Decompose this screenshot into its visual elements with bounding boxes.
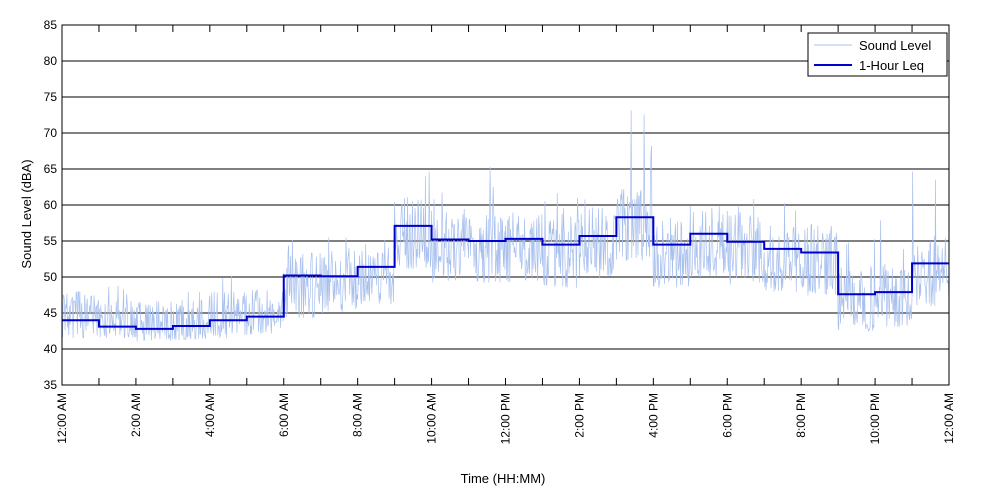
x-tick-label: 6:00 PM [720, 393, 734, 438]
x-tick-label: 4:00 AM [203, 393, 217, 437]
legend-label-1-hour-leq: 1-Hour Leq [859, 58, 924, 73]
y-tick-label: 40 [44, 342, 58, 356]
legend-label-sound-level: Sound Level [859, 38, 931, 53]
legend: Sound Level 1-Hour Leq [807, 32, 948, 77]
y-tick-label: 45 [44, 306, 58, 320]
y-tick-label: 60 [44, 198, 58, 212]
series-line-sound-level [61, 110, 950, 342]
y-tick-label: 35 [44, 378, 58, 392]
y-tick-label: 65 [44, 162, 58, 176]
axis-ticks [61, 25, 950, 385]
series-line-1-hour-leq [62, 216, 949, 330]
x-tick-label: 2:00 AM [129, 393, 143, 437]
x-tick-label: 6:00 AM [277, 393, 291, 437]
plot-area [61, 110, 950, 342]
x-tick-label: 12:00 PM [499, 393, 513, 444]
y-tick-label: 80 [44, 54, 58, 68]
x-tick-label: 10:00 PM [868, 393, 882, 444]
x-tick-label: 4:00 PM [646, 393, 660, 438]
x-tick-labels: 12:00 AM 2:00 AM 4:00 AM 6:00 AM 8:00 AM 10:0… [55, 393, 956, 444]
x-tick-label: 12:00 AM [55, 393, 69, 444]
y-tick-label: 55 [44, 234, 58, 248]
grid-lines [62, 60, 949, 350]
y-tick-label: 50 [44, 270, 58, 284]
y-axis-label: Sound Level (dBA) [19, 159, 34, 268]
x-tick-label: 8:00 AM [351, 393, 365, 437]
y-tick-label: 70 [44, 126, 58, 140]
x-tick-label: 12:00 AM [942, 393, 956, 444]
x-axis-label: Time (HH:MM) [461, 471, 546, 486]
y-tick-labels: 35 40 45 50 55 60 65 70 75 80 85 [44, 18, 58, 392]
y-tick-label: 75 [44, 90, 58, 104]
legend-box [807, 32, 948, 77]
x-tick-label: 10:00 AM [425, 393, 439, 444]
y-tick-label: 85 [44, 18, 58, 32]
x-tick-label: 8:00 PM [794, 393, 808, 438]
x-tick-label: 2:00 PM [572, 393, 586, 438]
